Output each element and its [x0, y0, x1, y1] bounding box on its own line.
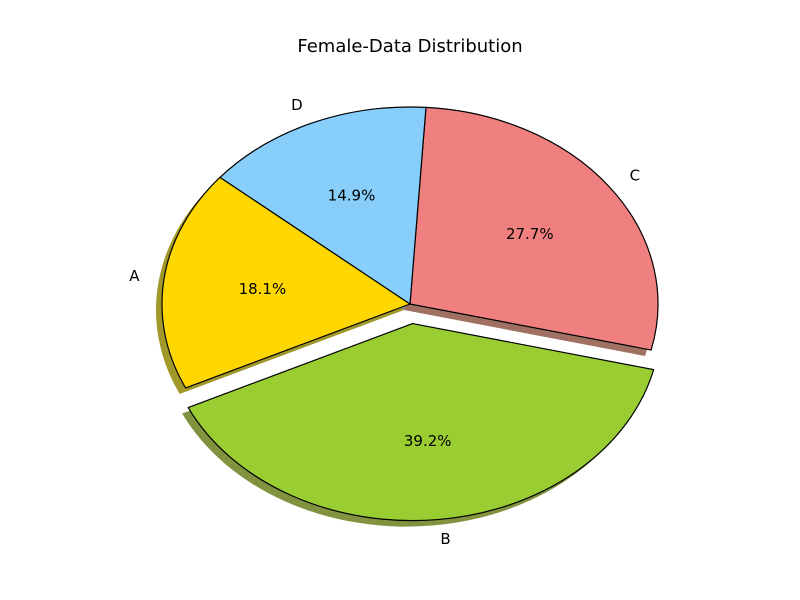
chart-title: Female-Data Distribution: [297, 36, 522, 57]
category-label-a: A: [129, 267, 140, 285]
percent-label-c: 27.7%: [506, 225, 554, 243]
category-label-d: D: [291, 96, 303, 114]
category-label-b: B: [440, 530, 450, 548]
slice-c: [409, 106, 659, 351]
slice-d: [219, 106, 427, 305]
slices: [161, 106, 659, 522]
percent-label-d: 14.9%: [328, 186, 376, 204]
slice-a: [161, 176, 411, 389]
slice-labels: A 18.1% B 39.2% C 27.7% D 14.9%: [129, 96, 640, 548]
category-label-c: C: [630, 166, 640, 184]
percent-label-a: 18.1%: [239, 280, 287, 298]
percent-label-b: 39.2%: [404, 432, 452, 450]
slice-b: [187, 322, 655, 522]
